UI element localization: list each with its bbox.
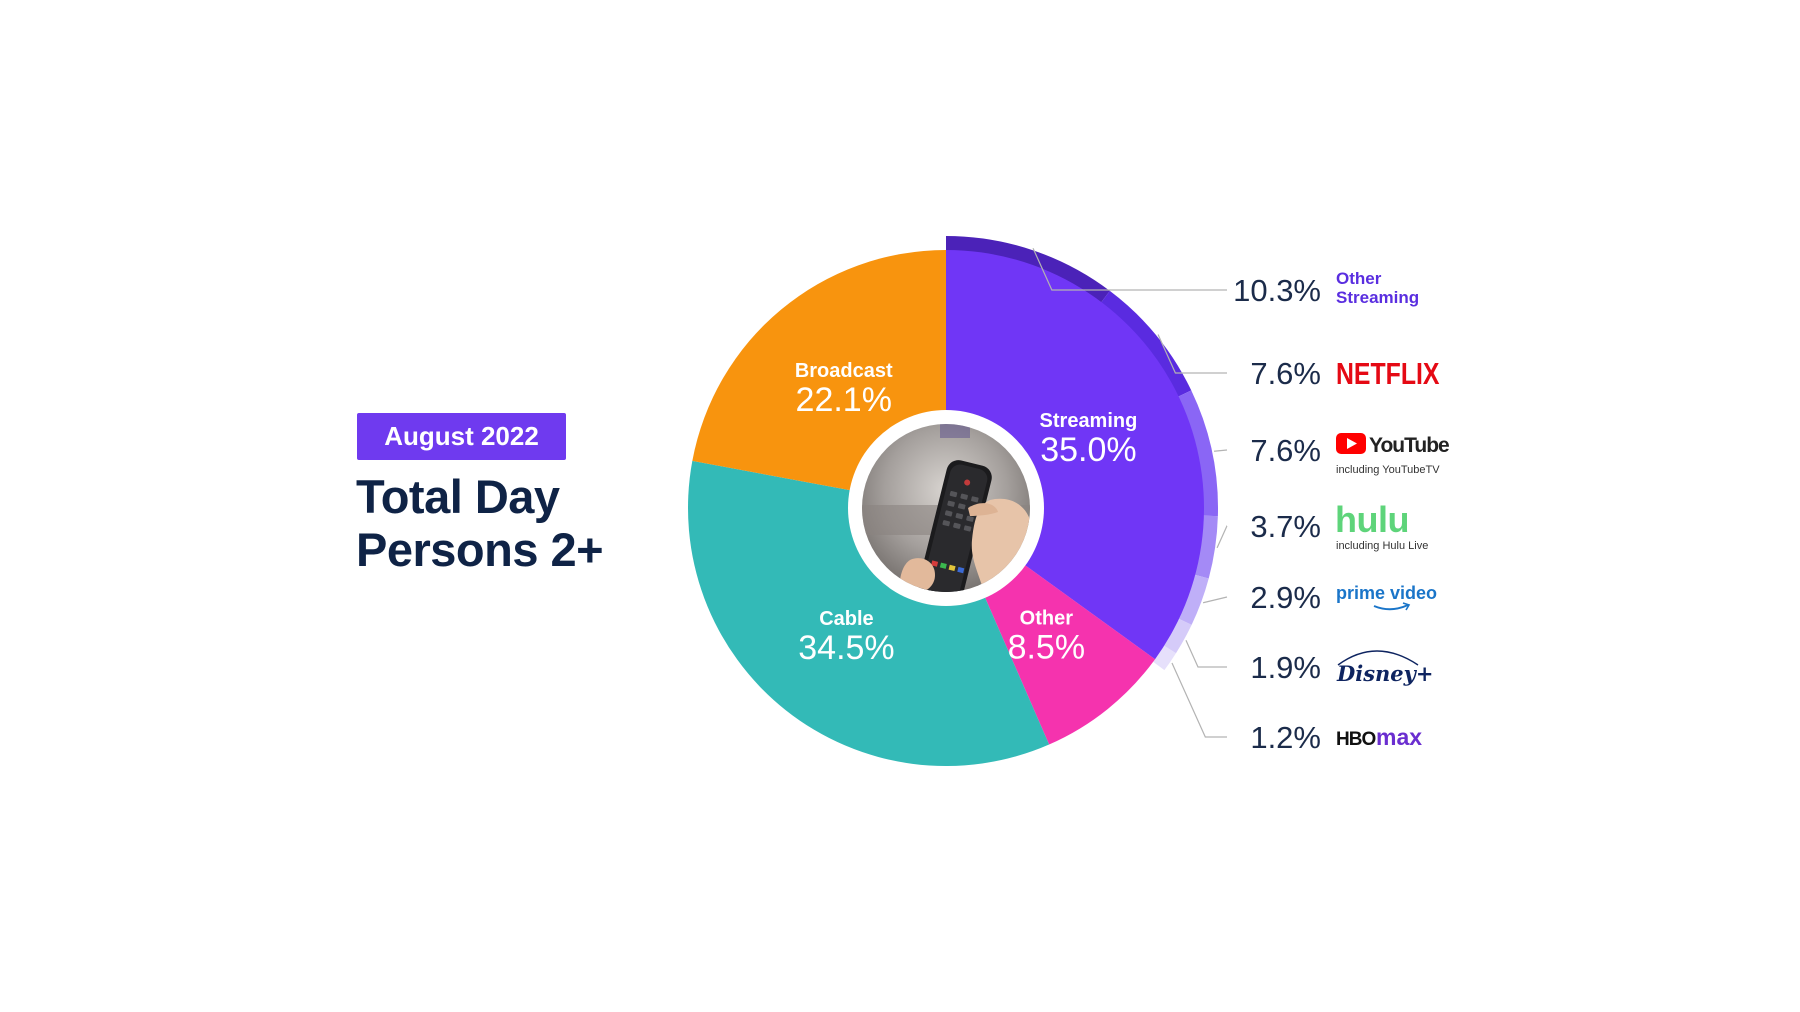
youtube-logo: YouTube including YouTubeTV (1336, 433, 1450, 476)
slice-value-cable: 34.5% (798, 629, 894, 667)
slice-label-cable: Cable (819, 608, 873, 630)
svg-text:prime video: prime video (1336, 583, 1437, 603)
breakdown-value-netflix: 7.6% (1250, 356, 1321, 391)
slice-value-other: 8.5% (1008, 629, 1086, 667)
hbo-max-logo: HBO max (1336, 724, 1422, 750)
slice-value-streaming: 35.0% (1040, 431, 1136, 469)
leader-line-other-streaming (1032, 247, 1227, 291)
svg-text:hulu: hulu (1335, 499, 1409, 540)
title-line-2: Persons 2+ (356, 523, 604, 576)
title-line-1: Total Day (356, 470, 560, 523)
disney-plus-logo: Disney+ (1336, 650, 1433, 686)
prime-video-logo: prime video (1336, 583, 1437, 611)
slice-value-broadcast: 22.1% (796, 381, 892, 419)
breakdown-value-hulu: 3.7% (1250, 509, 1321, 544)
pie-slice-streaming (946, 250, 1204, 660)
svg-text:max: max (1376, 724, 1422, 750)
slice-label-other: Other (1020, 608, 1074, 630)
leader-line-prime-video (1202, 596, 1228, 604)
leader-line-disney (1185, 640, 1227, 668)
breakdown-value-youtube: 7.6% (1250, 433, 1321, 468)
leader-line-youtube (1213, 449, 1228, 452)
breakdown-value-other-streaming: 10.3% (1233, 273, 1321, 308)
month-badge: August 2022 (357, 413, 566, 460)
breakdown-value-disney: 1.9% (1250, 650, 1321, 685)
svg-text:NETFLIX: NETFLIX (1336, 357, 1440, 391)
leader-line-hulu (1216, 525, 1228, 549)
leader-lines (1032, 247, 1228, 738)
slice-label-streaming: Streaming (1040, 410, 1138, 432)
svg-text:HBO: HBO (1336, 729, 1375, 750)
pie-slice-cable (688, 460, 1050, 767)
leader-line-hbo-max (1171, 662, 1227, 738)
svg-text:including YouTubeTV: including YouTubeTV (1336, 464, 1440, 476)
slice-label-broadcast: Broadcast (795, 360, 893, 382)
svg-text:YouTube: YouTube (1369, 434, 1449, 457)
svg-text:Streaming: Streaming (1336, 288, 1419, 307)
breakdown-value-prime-video: 2.9% (1250, 580, 1321, 615)
center-photo (848, 410, 1044, 606)
tv-remote-photo-icon (862, 424, 1030, 592)
leader-line-netflix (1157, 334, 1227, 374)
netflix-logo: NETFLIX (1336, 357, 1440, 391)
svg-text:including Hulu Live: including Hulu Live (1336, 540, 1428, 552)
breakdown-value-hbo-max: 1.2% (1250, 720, 1321, 755)
svg-text:Disney+: Disney+ (1336, 661, 1433, 686)
svg-text:Other: Other (1336, 269, 1382, 288)
page-title: Total Day Persons 2+ (356, 470, 604, 576)
